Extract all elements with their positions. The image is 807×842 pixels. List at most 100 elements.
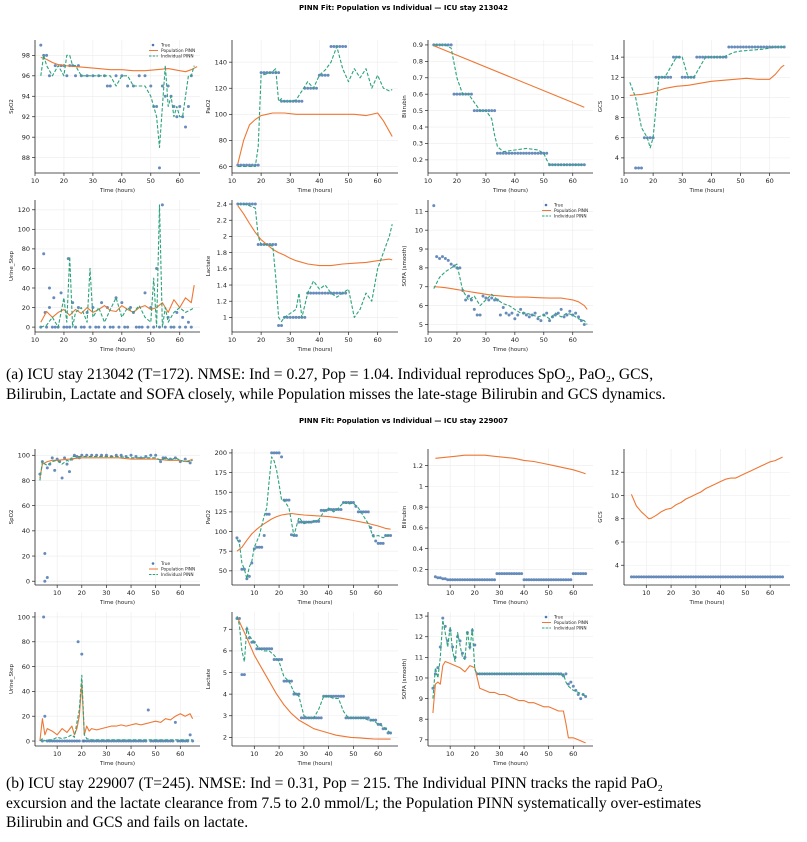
data-point bbox=[510, 311, 514, 315]
data-point bbox=[339, 508, 343, 512]
individual-pinn-line bbox=[237, 45, 393, 168]
data-point bbox=[309, 716, 313, 720]
data-point bbox=[314, 716, 318, 720]
data-point bbox=[291, 315, 295, 319]
x-tick-label: 40 bbox=[716, 589, 724, 597]
individual-pinn-line bbox=[433, 263, 588, 325]
data-point bbox=[288, 315, 292, 319]
data-point bbox=[80, 453, 84, 457]
x-tick-label: 20 bbox=[78, 589, 86, 597]
data-point bbox=[747, 45, 751, 49]
data-point bbox=[647, 575, 651, 579]
y-tick-label: 11 bbox=[415, 654, 423, 662]
data-point bbox=[323, 291, 327, 295]
x-tick-label: 30 bbox=[482, 336, 490, 344]
y-tick-label: 10 bbox=[415, 674, 423, 682]
data-point bbox=[719, 575, 723, 579]
chart-panel: 10 20 30 40 50 60 60 80 100 120 140 Time (hours) PaO… bbox=[206, 40, 398, 194]
x-tick-label: 40 bbox=[127, 589, 135, 597]
x-tick-label: 40 bbox=[707, 177, 715, 185]
x-tick-label: 60 bbox=[569, 750, 577, 758]
data-point bbox=[172, 325, 176, 329]
y-tick-label: 1 bbox=[419, 483, 423, 491]
figure-a-title: PINN Fit: Population vs Individual — ICU… bbox=[299, 4, 508, 12]
chart-panel: 10 20 30 40 50 60 4 6 8 10 12 Time (hours) GCS bbox=[598, 449, 790, 606]
data-point bbox=[314, 291, 318, 295]
data-point bbox=[76, 640, 80, 644]
data-point bbox=[456, 578, 460, 582]
chart-panel: 10 20 30 40 50 60 0 20 40 60 80 100 Time (hours) SpO2… bbox=[9, 449, 200, 606]
data-point bbox=[566, 682, 570, 686]
x-tick-label: 30 bbox=[102, 750, 110, 758]
x-tick-label: 20 bbox=[471, 750, 479, 758]
data-point bbox=[765, 45, 769, 49]
data-point bbox=[510, 572, 514, 576]
data-point bbox=[285, 498, 289, 502]
y-tick-label: 0.7 bbox=[413, 74, 423, 82]
data-point bbox=[550, 163, 554, 167]
data-point bbox=[504, 151, 508, 155]
data-point bbox=[527, 672, 531, 676]
plot-area bbox=[629, 456, 785, 579]
y-tick-label: 100 bbox=[18, 226, 30, 234]
data-point bbox=[50, 456, 54, 460]
data-point bbox=[178, 105, 182, 108]
data-point bbox=[773, 575, 777, 579]
data-point bbox=[632, 575, 636, 579]
data-point bbox=[680, 75, 684, 79]
y-tick-label: 100 bbox=[18, 613, 30, 621]
data-point bbox=[178, 325, 182, 329]
data-point bbox=[446, 578, 450, 582]
data-point bbox=[475, 313, 479, 317]
data-point bbox=[741, 575, 745, 579]
y-tick-label: 2 bbox=[223, 734, 227, 742]
x-axis-label: Time (hours) bbox=[99, 761, 135, 767]
data-point bbox=[436, 666, 440, 670]
data-point bbox=[303, 315, 307, 319]
plot-area bbox=[432, 43, 586, 167]
data-point bbox=[123, 325, 127, 329]
data-point bbox=[366, 716, 370, 720]
data-point bbox=[356, 510, 360, 514]
data-point bbox=[172, 105, 176, 108]
data-point bbox=[155, 266, 159, 270]
y-axis-label: SOFA (smooth) bbox=[402, 246, 408, 287]
y-axis-label: PaO2 bbox=[206, 510, 212, 524]
data-point bbox=[493, 298, 497, 302]
data-point bbox=[126, 84, 130, 88]
data-point bbox=[242, 163, 246, 167]
individual-pinn-line bbox=[39, 674, 193, 742]
data-point bbox=[58, 739, 62, 743]
chart-panel: 10 20 30 40 50 60 50 75 100 125 150 175 200 Time (hou… bbox=[206, 449, 398, 606]
data-point bbox=[736, 575, 740, 579]
data-point bbox=[155, 105, 159, 108]
data-point bbox=[672, 55, 676, 59]
y-tick-label: 20 bbox=[22, 304, 30, 312]
data-point bbox=[143, 291, 147, 295]
x-tick-label: 20 bbox=[60, 177, 68, 185]
data-point bbox=[239, 163, 243, 167]
data-point bbox=[686, 575, 690, 579]
data-point bbox=[756, 45, 760, 49]
data-point bbox=[520, 572, 524, 576]
data-point bbox=[289, 533, 293, 537]
data-point bbox=[341, 45, 345, 49]
data-point bbox=[60, 476, 64, 480]
data-point bbox=[667, 575, 671, 579]
data-point bbox=[332, 291, 336, 295]
y-tick-label: 200 bbox=[215, 449, 227, 457]
data-point bbox=[149, 84, 153, 88]
data-point bbox=[741, 45, 745, 49]
chart-panel: 10 20 30 40 50 60 4 6 8 10 12 14 Time (hours) GCS bbox=[598, 40, 790, 194]
x-tick-label: 10 bbox=[424, 336, 432, 344]
y-tick-label: 9 bbox=[419, 245, 423, 253]
chart-panel: 10 20 30 40 50 60 2 3 4 5 6 7 Time (hours) Lactate bbox=[206, 612, 398, 767]
data-point bbox=[554, 672, 558, 676]
data-point bbox=[270, 647, 274, 651]
data-point bbox=[88, 325, 92, 329]
x-tick-label: 50 bbox=[741, 589, 749, 597]
x-tick-label: 60 bbox=[766, 589, 774, 597]
data-point bbox=[498, 313, 502, 317]
x-tick-label: 60 bbox=[569, 589, 577, 597]
x-tick-label: 10 bbox=[250, 589, 258, 597]
